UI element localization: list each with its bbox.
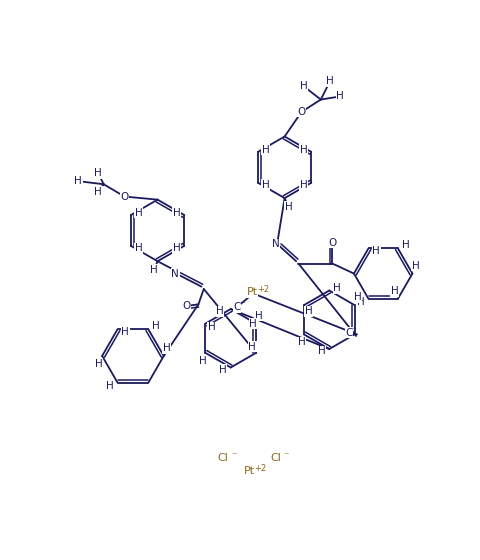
- Text: H: H: [390, 286, 398, 296]
- Text: H: H: [248, 342, 255, 352]
- Text: H: H: [299, 144, 307, 155]
- Text: H: H: [219, 365, 227, 375]
- Text: C: C: [345, 328, 352, 338]
- Text: Cl: Cl: [269, 454, 280, 463]
- Text: H: H: [121, 328, 129, 337]
- Text: O: O: [327, 238, 336, 248]
- Text: H: H: [411, 261, 419, 271]
- Text: O: O: [297, 107, 305, 117]
- Text: H: H: [261, 144, 269, 155]
- Text: N: N: [271, 239, 279, 249]
- Text: H: H: [152, 321, 159, 331]
- Text: H: H: [284, 202, 292, 212]
- Text: H: H: [401, 240, 408, 250]
- Text: H: H: [336, 91, 343, 101]
- Text: H: H: [207, 323, 215, 333]
- Text: Cl: Cl: [217, 454, 228, 463]
- Text: H: H: [372, 246, 379, 256]
- Text: H: H: [95, 358, 103, 368]
- Text: H: H: [94, 169, 102, 179]
- Text: H: H: [353, 292, 361, 302]
- Text: H: H: [163, 343, 170, 353]
- Text: O: O: [120, 192, 128, 202]
- Text: H: H: [325, 76, 333, 86]
- Text: ⁻: ⁻: [240, 301, 244, 310]
- Text: H: H: [172, 208, 180, 218]
- Text: +2: +2: [253, 464, 265, 473]
- Text: H: H: [297, 337, 305, 347]
- Text: ⁻: ⁻: [283, 451, 288, 461]
- Text: H: H: [261, 180, 269, 190]
- Text: H: H: [134, 243, 142, 253]
- Text: H: H: [74, 176, 82, 186]
- Text: +2: +2: [256, 285, 269, 294]
- Text: ⁻: ⁻: [351, 326, 356, 335]
- Text: H: H: [300, 81, 307, 91]
- Text: H: H: [299, 180, 307, 190]
- Text: H: H: [254, 311, 262, 321]
- Text: H: H: [199, 356, 206, 366]
- Text: H: H: [317, 346, 325, 356]
- Text: Pt: Pt: [243, 466, 254, 475]
- Text: H: H: [106, 381, 113, 391]
- Text: O: O: [182, 301, 191, 311]
- Text: H: H: [249, 319, 256, 329]
- Text: H: H: [333, 283, 340, 293]
- Text: H: H: [216, 306, 223, 316]
- Text: H: H: [134, 208, 142, 218]
- Text: N: N: [171, 269, 179, 278]
- Text: ⁻: ⁻: [230, 451, 236, 461]
- Text: H: H: [356, 297, 364, 307]
- Text: H: H: [94, 187, 102, 197]
- Text: C: C: [233, 302, 240, 312]
- Text: Pt: Pt: [246, 287, 257, 297]
- Text: H: H: [150, 265, 157, 275]
- Text: H: H: [304, 306, 312, 316]
- Text: H: H: [172, 243, 180, 253]
